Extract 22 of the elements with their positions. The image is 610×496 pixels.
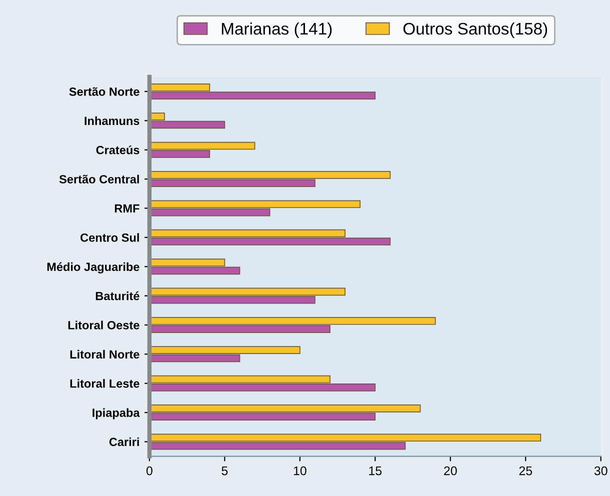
y-tick-label: Litoral Norte: [70, 350, 140, 359]
y-tick-label: Médio Jaguaribe: [47, 262, 140, 274]
y-tick-label: Inhamuns: [84, 116, 140, 126]
x-tick-label: 5: [222, 466, 228, 476]
y-tick-label: Sertão Central: [59, 174, 139, 184]
x-tick-label: 25: [519, 466, 532, 476]
x-tick-label: 0: [146, 466, 152, 476]
x-tick-label: 10: [294, 466, 306, 476]
y-tick-label: Baturité: [96, 291, 140, 300]
x-tick-label: 20: [444, 466, 457, 476]
y-tick-label: RMF: [114, 204, 140, 212]
y-tick-label: Ipiapaba: [92, 408, 140, 420]
y-tick-label: Crateús: [96, 145, 140, 154]
legend-label: Outros Santos(158): [403, 22, 548, 38]
y-tick-label: Cariri: [109, 437, 139, 446]
y-tick-label: Litoral Leste: [70, 379, 140, 388]
x-tick-label: 15: [369, 466, 382, 476]
y-tick-label: Sertão Norte: [69, 87, 140, 96]
y-tick-label: Litoral Oeste: [68, 320, 140, 330]
y-tick-label: Centro Sul: [80, 233, 139, 242]
legend-label: Marianas (141): [222, 22, 332, 38]
x-tick-label: 30: [594, 466, 608, 476]
